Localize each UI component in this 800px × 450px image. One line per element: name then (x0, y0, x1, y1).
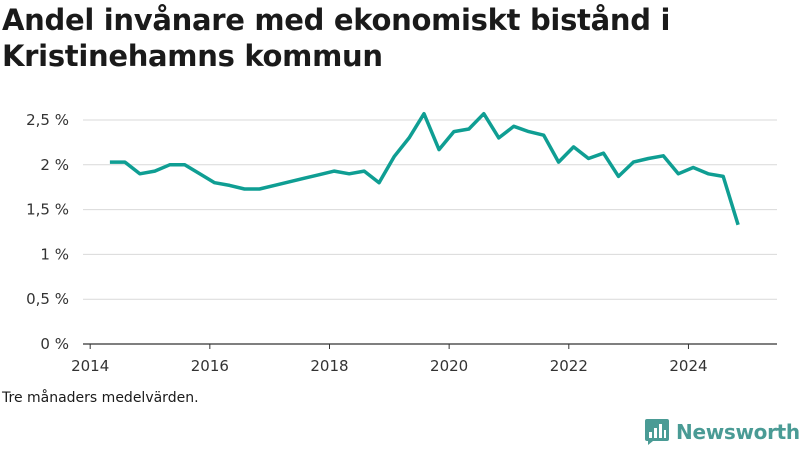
series-layer (109, 111, 740, 226)
y-tick-label: 0 % (40, 335, 69, 353)
chart-footnote: Tre månaders medelvärden. (2, 390, 199, 406)
x-tick-label: 2024 (669, 357, 707, 375)
y-tick-label: 2 % (40, 156, 69, 174)
y-tick-label: 2,5 % (26, 111, 69, 129)
x-axis: 2014 2016 2018 2020 2022 2024 (71, 343, 777, 375)
x-tick-label: 2022 (550, 357, 588, 375)
chart-title: Andel invånare med ekonomiskt bistånd i … (2, 3, 671, 73)
x-tick-label: 2016 (191, 357, 229, 375)
brand-name: Newsworthy (676, 420, 800, 444)
y-tick-label: 1,5 % (26, 201, 69, 219)
y-tick-label: 1 % (40, 245, 69, 263)
newsworthy-brand: Newsworthy (644, 418, 800, 446)
x-tick-label: 2020 (430, 357, 468, 375)
y-axis-ticks: 0 % 0,5 % 1 % 1,5 % 2 % 2,5 % (26, 111, 69, 353)
x-tick-label: 2018 (310, 357, 348, 375)
gridlines (83, 119, 777, 300)
x-tick-label: 2014 (71, 357, 109, 375)
newsworthy-logo-icon (645, 419, 669, 445)
series-line (109, 111, 740, 226)
y-tick-label: 0,5 % (26, 290, 69, 308)
